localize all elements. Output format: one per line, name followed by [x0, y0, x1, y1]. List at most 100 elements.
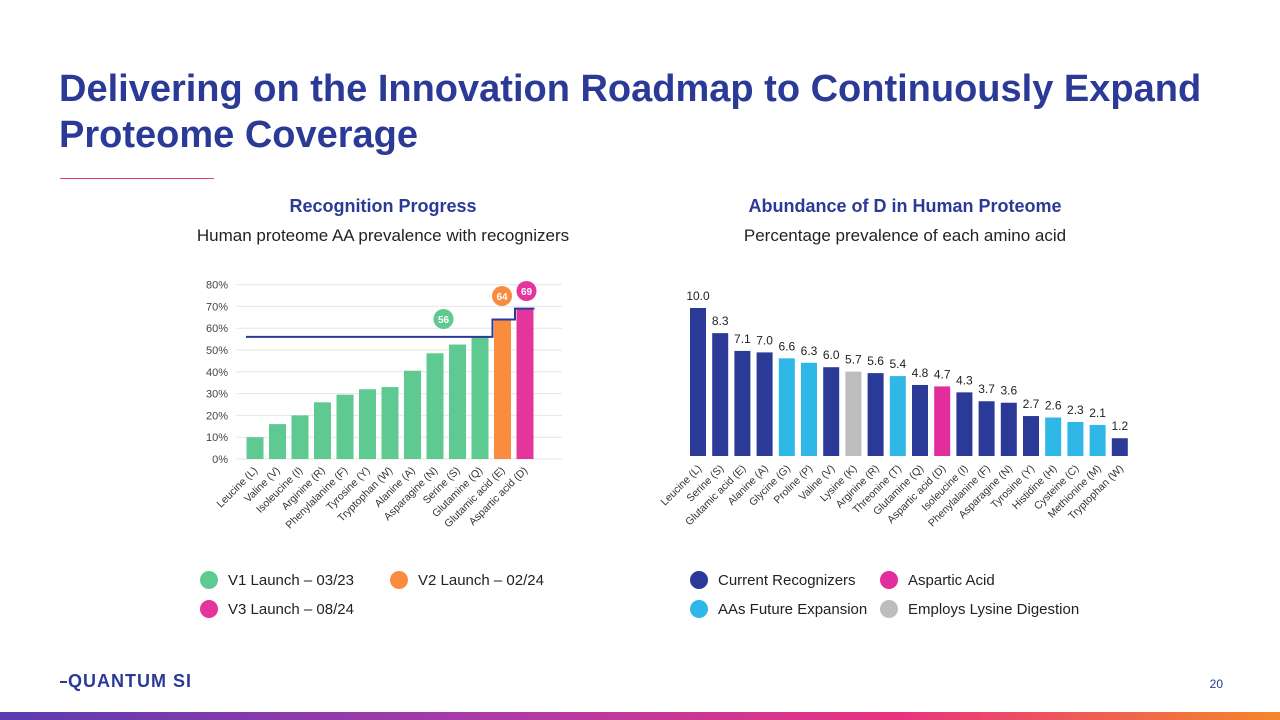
legend-aspartic-dot	[880, 571, 898, 589]
left-bar-glutamic-acid-e	[494, 319, 511, 459]
left-y-tick-label: 0%	[212, 454, 228, 466]
legend-current-label: Current Recognizers	[718, 571, 856, 589]
legend-v3-dot	[200, 600, 218, 618]
left-marker-69	[516, 281, 537, 301]
legend-v2: V2 Launch – 02/24	[390, 571, 544, 589]
right-bar-aspartic-acid-d	[934, 386, 951, 456]
right-bar-glutamic-acid-e	[734, 350, 751, 456]
legend-aspartic-acid: Aspartic Acid	[880, 571, 995, 589]
right-bar-asparagine-n	[1000, 402, 1017, 456]
left-coverage-step-line	[246, 307, 535, 338]
legend-current-dot	[690, 571, 708, 589]
right-value-label: 5.6	[867, 354, 884, 368]
legend-v2-dot	[390, 571, 408, 589]
right-value-label: 3.7	[978, 382, 995, 396]
left-marker-label: 69	[521, 287, 533, 298]
right-bar-proline-p	[801, 362, 817, 456]
left-bar-asparagine-n	[426, 353, 444, 459]
right-value-label: 6.0	[823, 348, 840, 362]
left-y-tick-label: 80%	[206, 280, 228, 292]
right-value-label: 1.2	[1111, 419, 1128, 433]
legend-lysine-label: Employs Lysine Digestion	[908, 600, 1080, 618]
left-y-tick-label: 10%	[206, 432, 228, 444]
left-chart-header: Recognition Progress Human proteome AA p…	[148, 195, 618, 247]
right-value-label: 4.3	[956, 373, 973, 387]
right-value-label: 7.0	[756, 333, 773, 347]
left-bar-glutamine-q	[471, 336, 489, 459]
right-bar-phenylalanine-f	[978, 401, 995, 456]
left-marker-label: 64	[496, 292, 508, 303]
left-marker-56	[433, 309, 454, 329]
right-chart-subtitle: Percentage prevalence of each amino acid	[743, 226, 1067, 245]
legend-current-recognizers: Current Recognizers	[690, 571, 856, 589]
bottom-gradient-bar	[0, 712, 1280, 720]
right-value-label: 2.7	[1023, 397, 1040, 411]
left-y-tick-label: 40%	[206, 367, 228, 379]
legend-v3-label: V3 Launch – 08/24	[228, 600, 354, 618]
page-number: 20	[1209, 677, 1223, 691]
left-y-tick-label: 30%	[206, 389, 228, 401]
left-y-tick-label: 70%	[206, 301, 228, 313]
right-value-label: 8.3	[712, 314, 729, 328]
left-chart-title: Recognition Progress	[289, 196, 477, 216]
legend-v1-dot	[200, 571, 218, 589]
quantum-si-logo: QUANTUM SI	[60, 671, 192, 692]
charts-canvas: 0%10%20%30%40%50%60%70%80%Leucine (L)Val…	[206, 280, 1128, 532]
right-value-label: 4.8	[912, 366, 929, 380]
right-value-label: 5.4	[889, 357, 906, 371]
right-value-label: 3.6	[1000, 384, 1017, 398]
right-bar-valine-v	[823, 367, 840, 456]
right-bar-tyrosine-y	[1023, 416, 1039, 456]
right-bar-glutamine-q	[912, 384, 928, 456]
logo-text: QUANTUM SI	[68, 671, 192, 691]
right-value-label: 7.1	[734, 332, 751, 346]
legend-v3: V3 Launch – 08/24	[200, 600, 354, 618]
right-value-label: 2.1	[1089, 406, 1106, 420]
left-bar-isoleucine-i	[291, 415, 309, 459]
recognition-progress-chart: 0%10%20%30%40%50%60%70%80%Leucine (L)Val…	[206, 280, 562, 531]
left-bar-tryptophan-w	[381, 387, 399, 459]
right-bar-alanine-a	[756, 352, 773, 456]
left-bar-phenylalanine-f	[336, 394, 354, 459]
legend-v1: V1 Launch – 03/23	[200, 571, 354, 589]
right-value-label: 6.6	[778, 339, 795, 353]
left-bar-valine-v	[269, 424, 286, 459]
right-bar-arginine-r	[867, 373, 884, 456]
legend-aspartic-label: Aspartic Acid	[908, 571, 995, 589]
left-chart-subtitle: Human proteome AA prevalence with recogn…	[196, 226, 570, 245]
right-value-label: 4.7	[934, 367, 951, 381]
slide-title: Delivering on the Innovation Roadmap to …	[59, 68, 1202, 156]
legend-future-label: AAs Future Expansion	[718, 600, 868, 618]
right-bar-tryptophan-w	[1111, 438, 1128, 456]
left-marker-label: 56	[438, 315, 450, 326]
legend-v2-label: V2 Launch – 02/24	[418, 571, 544, 589]
right-bar-lysine-k	[845, 371, 862, 456]
right-chart-header: Abundance of D in Human Proteome Percent…	[670, 195, 1140, 247]
left-y-tick-label: 20%	[206, 410, 228, 422]
right-value-label: 5.7	[845, 353, 862, 367]
legend-future-dot	[690, 600, 708, 618]
legend-v1-label: V1 Launch – 03/23	[228, 571, 354, 589]
left-bar-tyrosine-y	[359, 389, 376, 459]
right-bar-methionine-m	[1089, 424, 1106, 456]
left-bar-serine-s	[449, 344, 466, 459]
right-value-label: 6.3	[801, 344, 818, 358]
right-bar-glycine-g	[778, 358, 795, 456]
title-accent-rule	[60, 178, 214, 179]
left-bar-leucine-l	[246, 437, 264, 459]
right-bar-histidine-h	[1045, 417, 1062, 456]
left-marker-64	[492, 286, 512, 306]
right-value-label: 2.3	[1067, 403, 1084, 417]
left-bar-arginine-r	[314, 402, 331, 459]
legend-lysine-dot	[880, 600, 898, 618]
right-bar-threonine-t	[889, 376, 906, 456]
logo-mark-icon	[60, 680, 67, 683]
left-bar-alanine-a	[404, 370, 421, 459]
left-y-tick-label: 60%	[206, 323, 228, 335]
right-bar-serine-s	[712, 333, 729, 456]
right-value-label: 10.0	[686, 289, 710, 303]
left-bar-aspartic-acid-d	[516, 308, 534, 459]
right-bar-leucine-l	[690, 308, 706, 456]
left-y-tick-label: 50%	[206, 345, 228, 357]
